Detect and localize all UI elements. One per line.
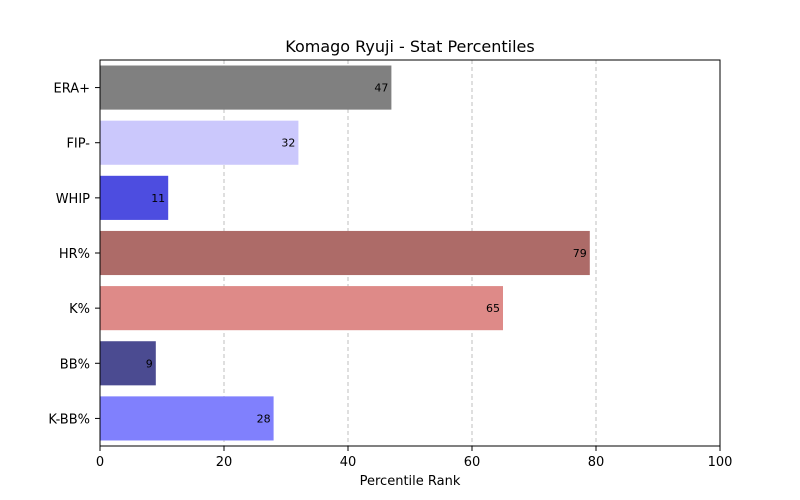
bars	[100, 65, 590, 441]
chart-title: Komago Ryuji - Stat Percentiles	[285, 37, 534, 56]
bar-whip	[100, 175, 169, 220]
bar-era-	[100, 65, 392, 110]
x-axis-label: Percentile Rank	[360, 474, 461, 489]
bar-k-bb-	[100, 396, 274, 441]
category-label: BB%	[60, 357, 90, 372]
value-label: 65	[486, 302, 500, 315]
y-axis-ticks: ERA+ FIP- WHIP HR% K% BB% K-BB%	[48, 82, 100, 427]
bar-k-	[100, 286, 503, 331]
value-label: 47	[374, 82, 388, 95]
x-tick-label: 40	[340, 455, 357, 470]
value-label: 9	[146, 357, 153, 370]
value-label: 79	[573, 247, 587, 260]
value-label: 28	[257, 412, 271, 425]
value-labels: 47 32 11 79 65 9 28	[146, 82, 587, 426]
x-tick-label: 80	[588, 455, 605, 470]
category-label: FIP-	[66, 137, 90, 152]
category-label: ERA+	[53, 82, 90, 97]
x-axis-ticks: 0 20 40 60 80 100	[96, 446, 733, 470]
category-label: WHIP	[56, 192, 90, 207]
value-label: 32	[281, 137, 295, 150]
bar-bb-	[100, 341, 156, 386]
x-tick-label: 20	[216, 455, 233, 470]
bar-fip-	[100, 120, 299, 165]
category-label: K-BB%	[48, 412, 90, 427]
bar-hr-	[100, 230, 590, 276]
x-tick-label: 0	[96, 455, 104, 470]
category-label: K%	[69, 302, 90, 317]
x-tick-label: 100	[708, 455, 733, 470]
x-tick-label: 60	[464, 455, 481, 470]
value-label: 11	[151, 192, 165, 205]
category-label: HR%	[59, 247, 90, 262]
